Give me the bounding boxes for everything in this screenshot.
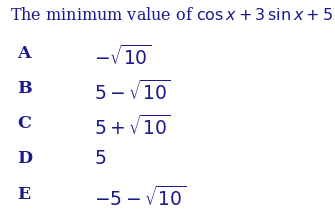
Text: The minimum value of $\mathrm{cos}\,x + 3\,\mathrm{sin}\,x + 5$ is:: The minimum value of $\mathrm{cos}\,x + … [10, 7, 335, 24]
Text: E: E [17, 186, 30, 202]
Text: $-\sqrt{10}$: $-\sqrt{10}$ [94, 45, 151, 69]
Text: A: A [17, 45, 30, 62]
Text: C: C [17, 115, 30, 132]
Text: $5 - \sqrt{10}$: $5 - \sqrt{10}$ [94, 80, 170, 104]
Text: D: D [17, 150, 32, 167]
Text: B: B [17, 80, 31, 97]
Text: $5$: $5$ [94, 150, 106, 168]
Text: $-5 - \sqrt{10}$: $-5 - \sqrt{10}$ [94, 186, 186, 210]
Text: $5 + \sqrt{10}$: $5 + \sqrt{10}$ [94, 115, 170, 139]
